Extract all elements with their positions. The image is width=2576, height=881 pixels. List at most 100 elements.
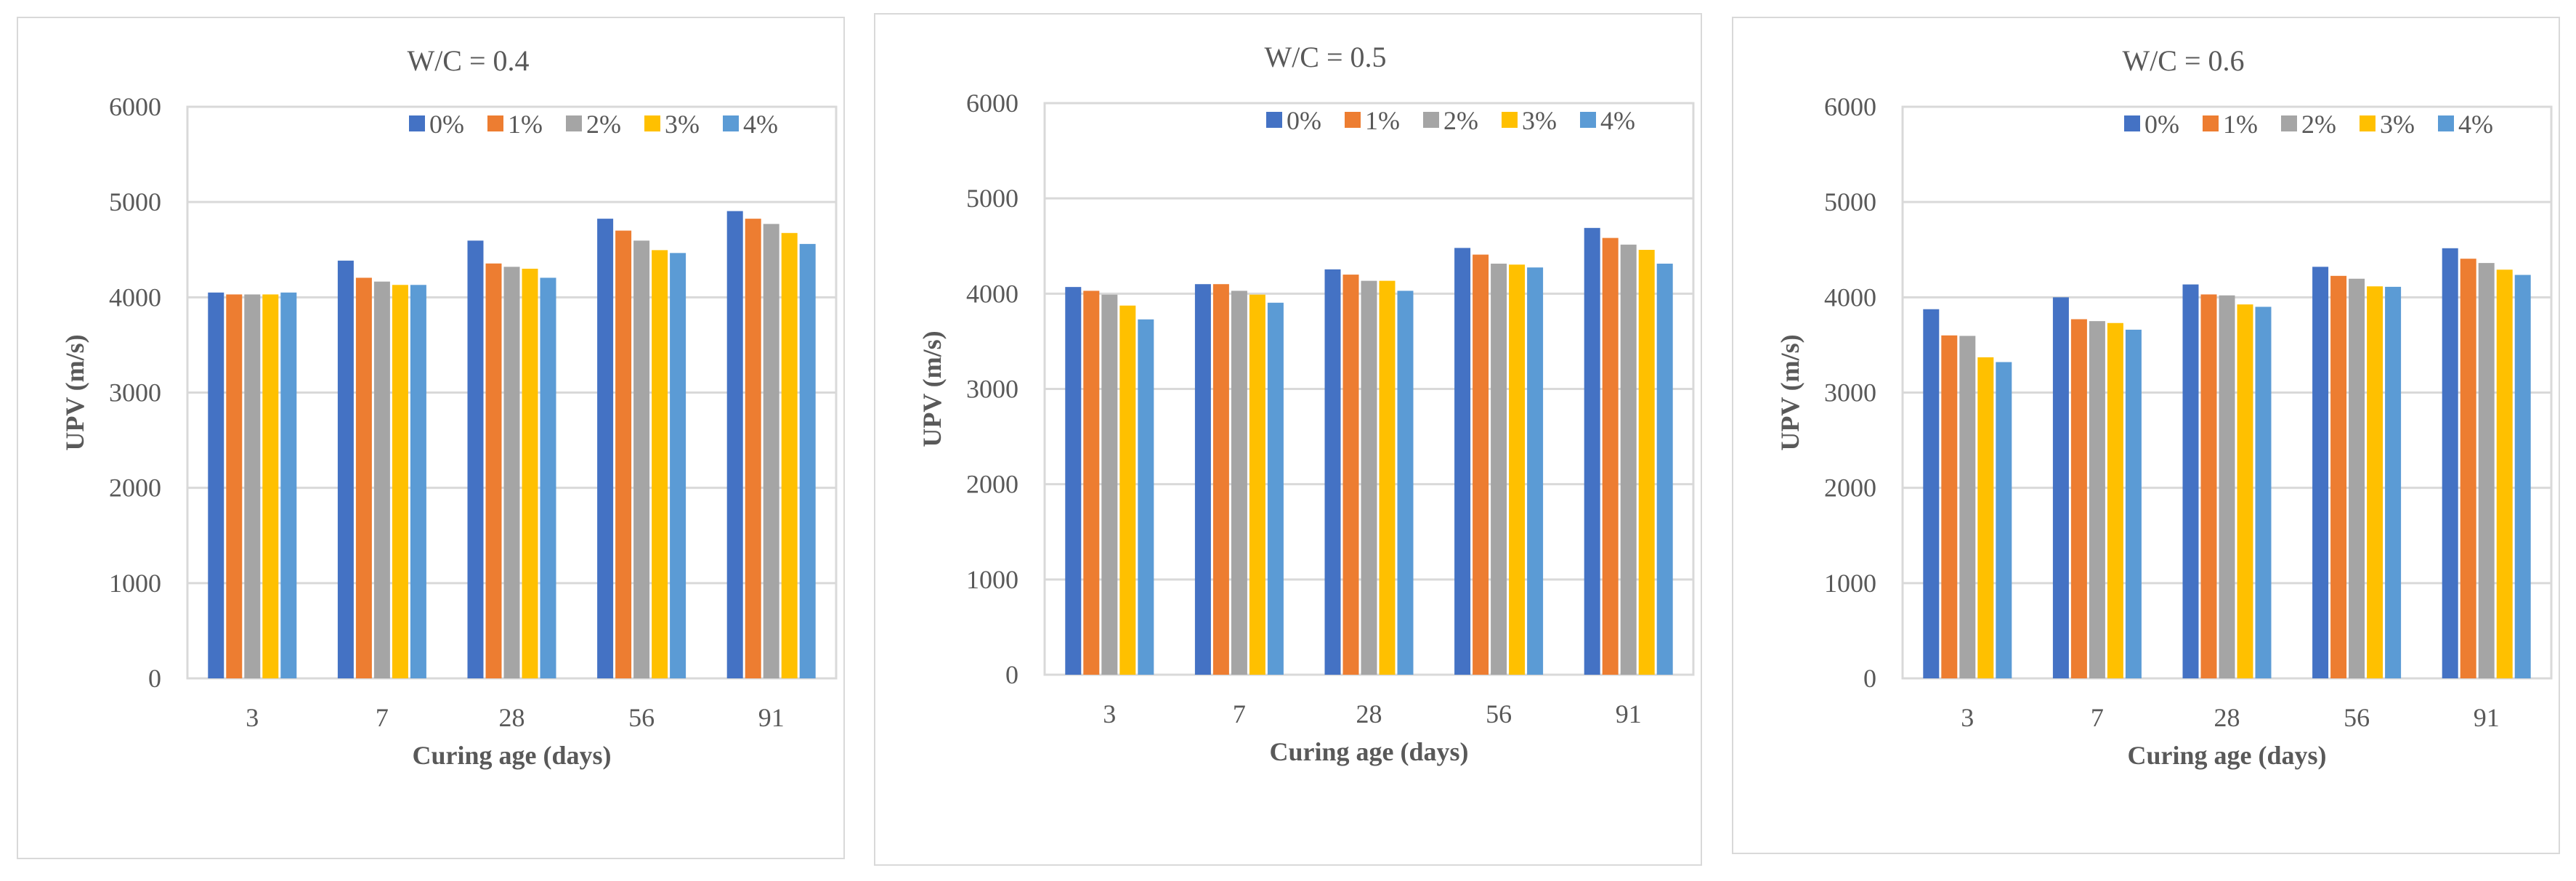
y-tick-label: 4000 [966, 279, 1018, 308]
bar-2pct-day-56 [2349, 278, 2365, 678]
bar-0pct-day-7 [2052, 297, 2069, 678]
chart-title: W/C = 0.6 [2122, 44, 2244, 77]
legend-label: 2% [2301, 110, 2336, 139]
bar-2pct-day-7 [373, 281, 390, 679]
bar-1pct-day-56 [615, 230, 632, 678]
bar-1pct-day-7 [1212, 284, 1229, 675]
bar-4pct-day-3 [1138, 319, 1154, 675]
legend-swatch-2pct [566, 115, 582, 131]
x-tick-label: 91 [758, 703, 785, 732]
legend-label: 0% [429, 110, 464, 139]
bar-2pct-day-3 [244, 294, 261, 679]
bar-3pct-day-56 [1509, 264, 1526, 675]
bar-2pct-day-28 [503, 267, 520, 678]
bar-3pct-day-28 [2237, 304, 2253, 678]
y-axis-title: UPV (m/s) [918, 330, 947, 447]
bar-3pct-day-28 [522, 268, 538, 678]
bar-0pct-day-28 [2182, 284, 2199, 678]
chart-panel-wc-0-4: W/C = 0.4 0 1000 2000 3000 4000 5000 6000 3 7 28 56… [17, 17, 845, 859]
x-tick-label: 28 [1356, 699, 1382, 728]
x-tick-label: 28 [499, 703, 525, 732]
bar-4pct-day-91 [799, 243, 816, 678]
legend-label: 2% [586, 110, 621, 139]
bar-1pct-day-28 [1342, 275, 1359, 675]
legend-swatch-3pct [644, 115, 660, 131]
y-tick-label: 4000 [109, 283, 161, 312]
bar-4pct-day-56 [2385, 286, 2402, 678]
bar-4pct-day-3 [1996, 362, 2012, 678]
y-tick-label: 5000 [1824, 187, 1876, 216]
x-tick-label: 56 [1486, 699, 1512, 728]
legend-label: 4% [2458, 110, 2493, 139]
legend-label: 1% [508, 110, 543, 139]
x-tick-label: 7 [2091, 703, 2104, 732]
x-tick-label: 56 [628, 703, 655, 732]
y-tick-label: 5000 [966, 184, 1018, 213]
bar-3pct-day-91 [2496, 269, 2513, 678]
bar-4pct-day-7 [2125, 329, 2142, 678]
bar-3pct-day-28 [1379, 280, 1396, 675]
x-tick-label: 91 [1616, 699, 1642, 728]
bar-0pct-day-7 [337, 260, 354, 678]
bar-0pct-day-91 [2442, 248, 2458, 679]
y-tick-label: 3000 [109, 378, 161, 407]
y-tick-label: 1000 [1824, 569, 1876, 598]
y-tick-label: 2000 [966, 470, 1018, 499]
bar-1pct-day-56 [2330, 275, 2347, 679]
legend-swatch-1pct [1345, 112, 1361, 128]
bar-2pct-day-28 [2219, 295, 2235, 679]
bar-3pct-day-7 [1249, 294, 1265, 675]
x-tick-label: 91 [2474, 703, 2500, 732]
bar-3pct-day-3 [1977, 357, 1994, 678]
bar-1pct-day-7 [2070, 319, 2087, 678]
legend-label: 4% [1600, 106, 1635, 135]
legend-label: 0% [1287, 106, 1321, 135]
bar-0pct-day-7 [1194, 284, 1211, 675]
x-tick-label: 3 [1103, 699, 1116, 728]
bar-4pct-day-7 [1267, 302, 1284, 675]
bar-1pct-day-3 [1941, 335, 1958, 678]
bar-3pct-day-56 [2367, 286, 2383, 679]
bar-4pct-day-91 [1656, 264, 1673, 675]
bar-3pct-day-56 [652, 250, 668, 678]
bar-1pct-day-7 [355, 277, 372, 678]
legend-swatch-3pct [1502, 112, 1518, 128]
bar-0pct-day-56 [597, 219, 614, 678]
legend-swatch-0pct [1266, 112, 1282, 128]
legend-swatch-4pct [1580, 112, 1596, 128]
y-tick-label: 4000 [1824, 283, 1876, 312]
bar-3pct-day-3 [262, 294, 279, 679]
legend-swatch-2pct [2281, 115, 2297, 131]
bar-0pct-day-91 [726, 211, 743, 678]
bar-1pct-day-91 [745, 219, 761, 678]
bar-1pct-day-91 [1602, 237, 1619, 675]
chart-panel-wc-0-6: W/C = 0.6 0 1000 2000 3000 4000 5000 6000 3 7 28 56… [1732, 17, 2560, 854]
bar-3pct-day-91 [1638, 249, 1655, 675]
bar-2pct-day-3 [1101, 294, 1118, 675]
y-tick-label: 6000 [966, 89, 1018, 118]
legend-label: 4% [743, 110, 778, 139]
bar-4pct-day-28 [1397, 291, 1414, 675]
bar-1pct-day-3 [1083, 291, 1100, 675]
y-tick-label: 6000 [109, 92, 161, 121]
chart-panel-wc-0-5: W/C = 0.5 0 1000 2000 3000 4000 5000 6000 3 7 28 56… [874, 13, 1702, 866]
x-axis-title: Curing age (days) [412, 741, 611, 770]
bar-4pct-day-7 [410, 285, 426, 678]
bar-1pct-day-91 [2460, 259, 2476, 679]
legend-swatch-0pct [409, 115, 425, 131]
y-axis-title: UPV (m/s) [1775, 334, 1805, 450]
bar-0pct-day-3 [1923, 309, 1940, 678]
legend-swatch-4pct [2438, 115, 2454, 131]
legend-label: 2% [1443, 106, 1478, 135]
x-tick-label: 28 [2214, 703, 2240, 732]
chart-svg: W/C = 0.5 0 1000 2000 3000 4000 5000 6000 3 7 28 56… [918, 41, 1695, 766]
bar-0pct-day-28 [1324, 269, 1341, 675]
y-tick-label: 1000 [966, 565, 1018, 594]
legend-swatch-2pct [1423, 112, 1439, 128]
y-tick-label: 3000 [1824, 378, 1876, 407]
x-tick-label: 3 [246, 703, 259, 732]
legend-swatch-3pct [2360, 115, 2375, 131]
chart-title: W/C = 0.4 [407, 44, 529, 77]
legend: 0% 1% 2% 3% 4% [1266, 106, 1635, 135]
legend-label: 1% [2223, 110, 2258, 139]
